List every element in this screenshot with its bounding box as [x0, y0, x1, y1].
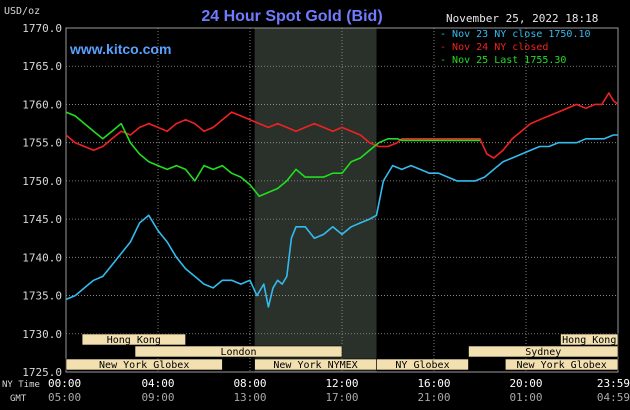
market-session: London [134, 345, 343, 358]
legend-item-nov24: - Nov 24 NY closed [440, 42, 548, 53]
y-tick-label: 1725.0 [22, 366, 62, 379]
market-session-box [468, 345, 619, 358]
market-session-label: New York NYMEX [273, 360, 357, 371]
legend-item-nov25: - Nov 25 Last 1755.30 [440, 55, 566, 66]
y-tick-label: 1730.0 [22, 328, 62, 341]
market-session: Hong Kong [560, 333, 619, 346]
series-line-nov24 [65, 92, 619, 159]
series-line-nov23 [65, 134, 618, 308]
y-tick-labels: 1770.0 1765.0 1760.0 1755.0 1750.0 1745.0 1740… [22, 22, 62, 379]
market-session-box [560, 333, 619, 346]
x-tick-label-gmt: 09:00 [141, 391, 174, 404]
y-tick-label: 1760.0 [22, 98, 62, 111]
market-session-label: NY Globex [395, 360, 449, 371]
legend-label-nov25: Nov 25 Last 1755.30 [452, 55, 566, 66]
x-tick-label-ny: 16:00 [417, 377, 450, 390]
y-tick-label: 1740.0 [22, 251, 62, 264]
x-tick-label-gmt: 13:00 [233, 391, 266, 404]
market-session-box [134, 345, 343, 358]
market-session-box [81, 333, 186, 346]
legend-dash-nov24: - [440, 42, 452, 53]
market-session-box [65, 358, 223, 371]
x-tick-label-gmt: 05:00 [48, 391, 81, 404]
y-tick-label: 1765.0 [22, 60, 62, 73]
x-tick-label-gmt: 04:59 [597, 391, 630, 404]
market-session: New York Globex [504, 358, 619, 371]
y-tick-label: 1745.0 [22, 213, 62, 226]
site-url: www.kitco.com [69, 41, 171, 57]
x-tick-label-ny: 04:00 [141, 377, 174, 390]
gmt-row-label: GMT [10, 394, 27, 404]
ny-time-row-label: NY Time [2, 380, 40, 390]
market-sessions-layer: Hong Kong Hong Kong London Sydney New York G… [65, 333, 619, 371]
x-tick-label-ny: 23:59 [597, 377, 630, 390]
y-tick-label: 1735.0 [22, 290, 62, 303]
market-session-label: Hong Kong [107, 335, 161, 346]
y-tick-label: 1755.0 [22, 137, 62, 150]
legend-dash-nov23: - [440, 29, 452, 40]
legend-dash-nov25: - [440, 55, 452, 66]
legend-item-nov23: - Nov 23 NY close 1750.10 [440, 29, 591, 40]
grid-layer [65, 27, 619, 373]
market-session-box [376, 358, 469, 371]
legend-label-nov24: Nov 24 NY closed [452, 42, 548, 53]
series-layer [65, 92, 619, 308]
x-tick-label-ny: 12:00 [325, 377, 358, 390]
market-session: New York NYMEX [254, 358, 377, 371]
market-session: Sydney [468, 345, 619, 358]
market-session: Hong Kong [81, 333, 186, 346]
market-session-box [504, 358, 619, 371]
market-session-label: New York Globex [516, 360, 606, 371]
x-tick-label-gmt: 21:00 [417, 391, 450, 404]
chart-title: 24 Hour Spot Gold (Bid) [201, 8, 382, 25]
x-tick-label-ny: 20:00 [509, 377, 542, 390]
market-session-label: London [220, 347, 256, 358]
nymex-session-shade [254, 28, 377, 372]
y-tick-label: 1750.0 [22, 175, 62, 188]
market-session-label: Hong Kong [562, 335, 616, 346]
chart-date: November 25, 2022 18:18 [446, 12, 598, 25]
session-shade-layer [254, 28, 377, 372]
series-line-nov25 [65, 111, 480, 197]
y-unit-label: USD/oz [4, 6, 40, 17]
x-tick-label-gmt: 01:00 [509, 391, 542, 404]
legend-label-nov23: Nov 23 NY close 1750.10 [452, 29, 590, 40]
market-session: NY Globex [376, 358, 469, 371]
x-tick-label-ny: 00:00 [48, 377, 81, 390]
market-session-label: New York Globex [99, 360, 189, 371]
market-session: New York Globex [65, 358, 223, 371]
y-tick-label: 1770.0 [22, 22, 62, 35]
x-tick-label-ny: 08:00 [233, 377, 266, 390]
market-session-label: Sydney [525, 347, 561, 358]
legend: - Nov 23 NY close 1750.10 - Nov 24 NY cl… [440, 29, 591, 66]
x-tick-label-gmt: 17:00 [325, 391, 358, 404]
